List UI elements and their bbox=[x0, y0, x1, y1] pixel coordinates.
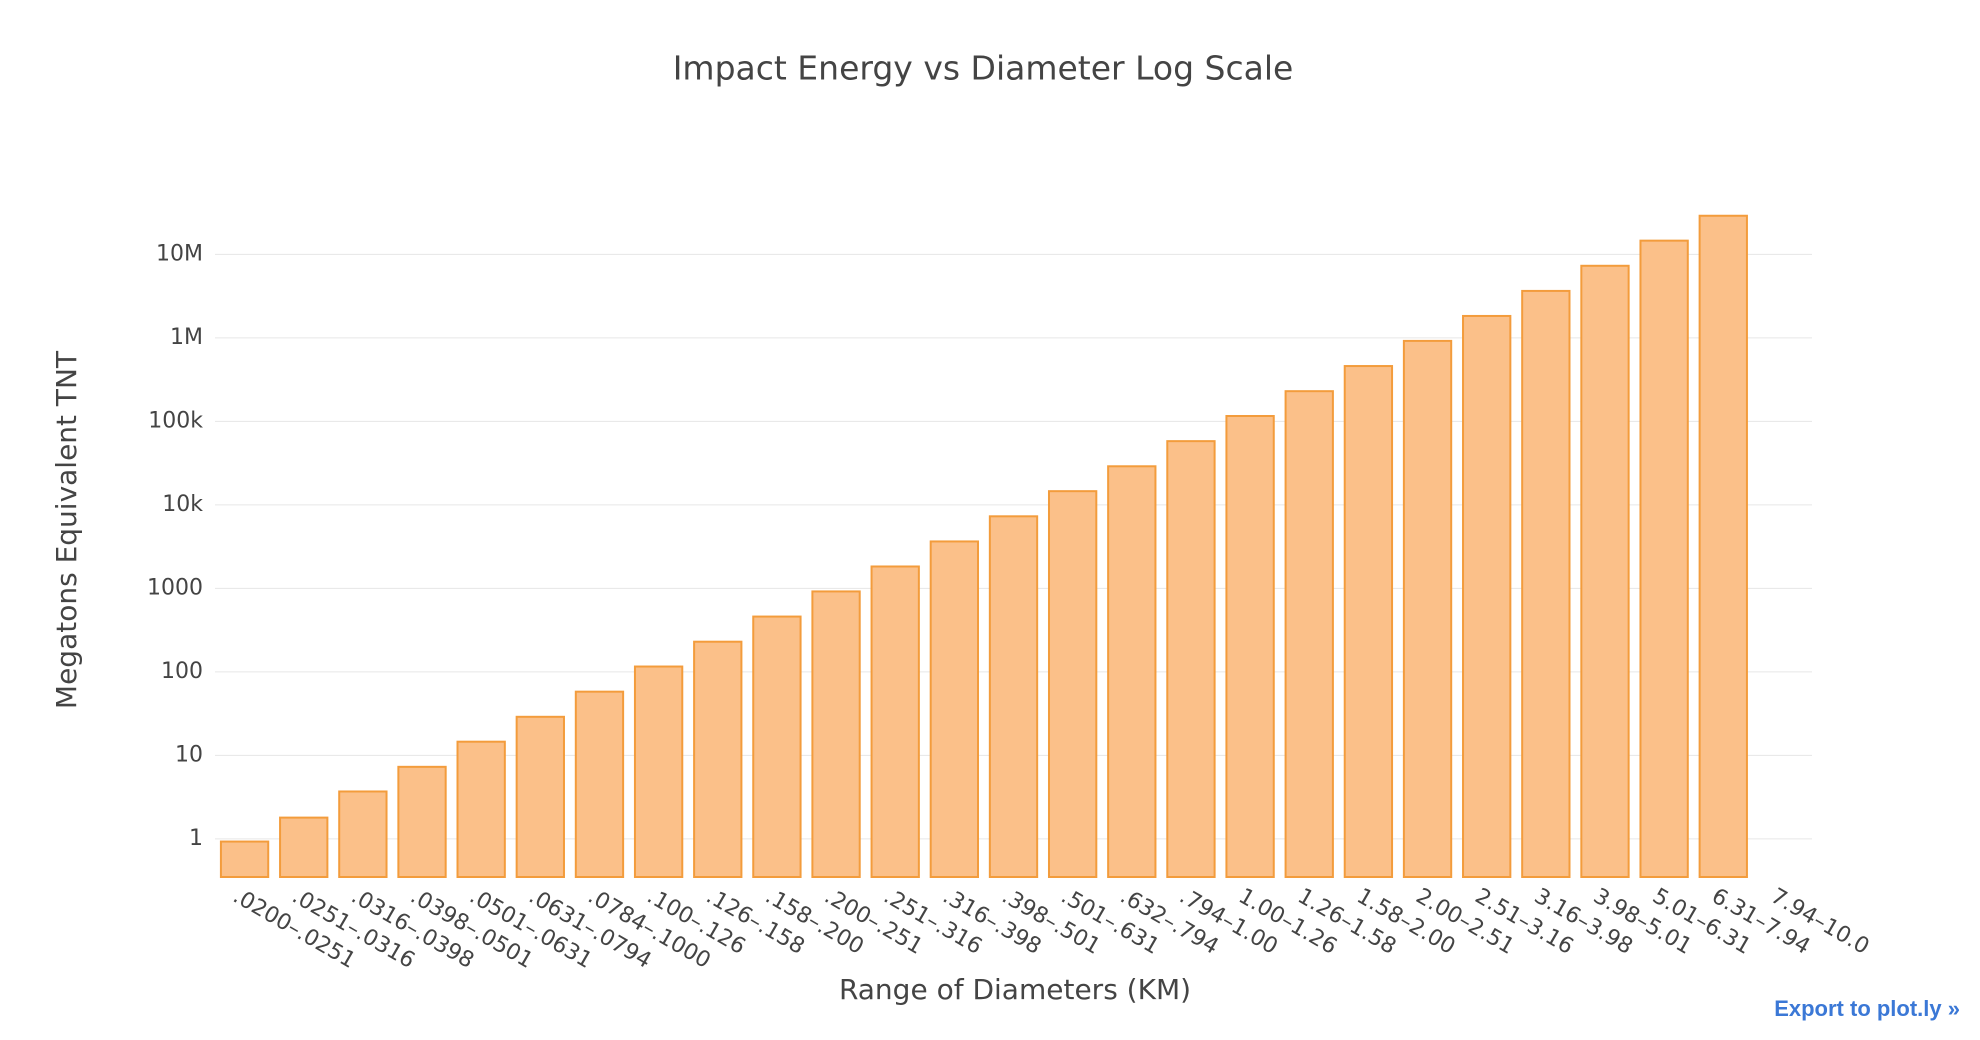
bar bbox=[1698, 214, 1748, 878]
y-tick-label: 10M bbox=[156, 241, 203, 266]
bar bbox=[338, 790, 388, 878]
bar bbox=[279, 816, 329, 879]
bar bbox=[1107, 465, 1157, 878]
y-tick-label: 100k bbox=[148, 408, 203, 433]
bar bbox=[693, 640, 743, 878]
bar bbox=[456, 740, 506, 879]
y-axis-title: Megatons Equivalent TNT bbox=[50, 350, 83, 709]
bar bbox=[219, 840, 270, 878]
bar bbox=[988, 515, 1039, 878]
bar bbox=[1402, 339, 1453, 879]
bar bbox=[1639, 239, 1689, 878]
bar bbox=[1225, 415, 1275, 878]
export-link[interactable]: Export to plot.ly » bbox=[1774, 996, 1960, 1021]
bar bbox=[1166, 440, 1216, 878]
bar bbox=[633, 665, 684, 879]
bar bbox=[1343, 365, 1394, 878]
y-tick-label: 100 bbox=[161, 659, 203, 684]
y-tick-label: 1 bbox=[189, 826, 203, 851]
bar bbox=[515, 715, 565, 879]
y-tick-label: 10 bbox=[175, 742, 203, 767]
y-tick-label: 1000 bbox=[147, 575, 203, 600]
y-tick-label: 10k bbox=[162, 492, 203, 517]
y-tick-label: 1M bbox=[170, 325, 203, 350]
bar bbox=[1462, 314, 1512, 879]
bar bbox=[1047, 490, 1098, 878]
bar bbox=[1521, 289, 1571, 878]
chart-title: Impact Energy vs Diameter Log Scale bbox=[673, 49, 1294, 88]
bar bbox=[811, 590, 861, 878]
bar bbox=[752, 615, 802, 878]
bar bbox=[1284, 390, 1334, 878]
bar bbox=[929, 540, 980, 878]
bar bbox=[397, 765, 447, 879]
bar bbox=[1580, 264, 1630, 878]
x-axis-title: Range of Diameters (KM) bbox=[839, 973, 1191, 1006]
bar bbox=[574, 690, 625, 879]
bar bbox=[870, 565, 920, 878]
